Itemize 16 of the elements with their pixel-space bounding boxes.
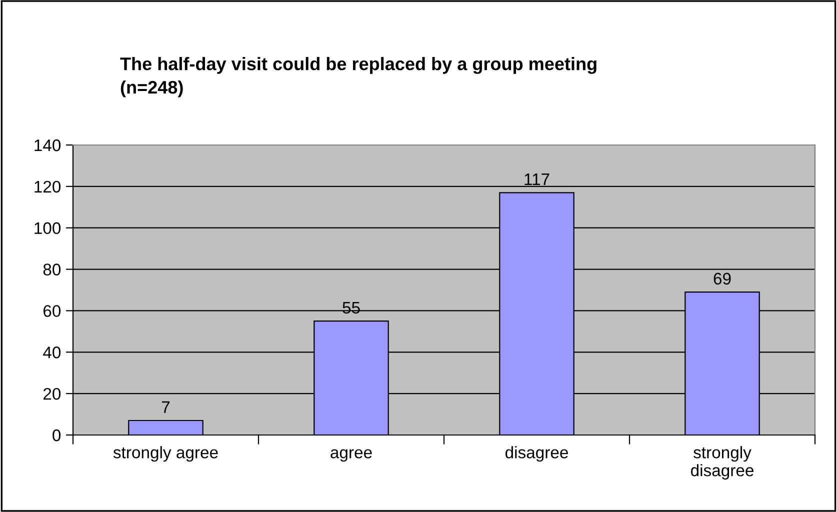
y-tick-label: 80 — [43, 264, 61, 276]
x-tick-label: strongly agree — [113, 446, 218, 462]
y-tick-label: 120 — [34, 180, 61, 193]
y-tick-label: 40 — [43, 346, 61, 358]
x-tick-label: strongly disagree — [690, 446, 754, 480]
y-tick-label: 60 — [44, 305, 61, 317]
data-label: 7 — [162, 401, 170, 413]
y-tick-label: 100 — [34, 222, 61, 234]
y-tick-label: 0 — [52, 429, 61, 442]
y-tick-label: 140 — [34, 139, 61, 152]
chart-title: The half-day visit could be replaced by a group meeting (n=248) — [120, 57, 596, 98]
data-label: 69 — [714, 272, 731, 285]
x-tick-label: agree — [330, 449, 372, 462]
data-label: 117 — [524, 174, 550, 186]
y-tick-label: 20 — [43, 388, 61, 400]
x-tick-label: disagree — [505, 446, 568, 462]
